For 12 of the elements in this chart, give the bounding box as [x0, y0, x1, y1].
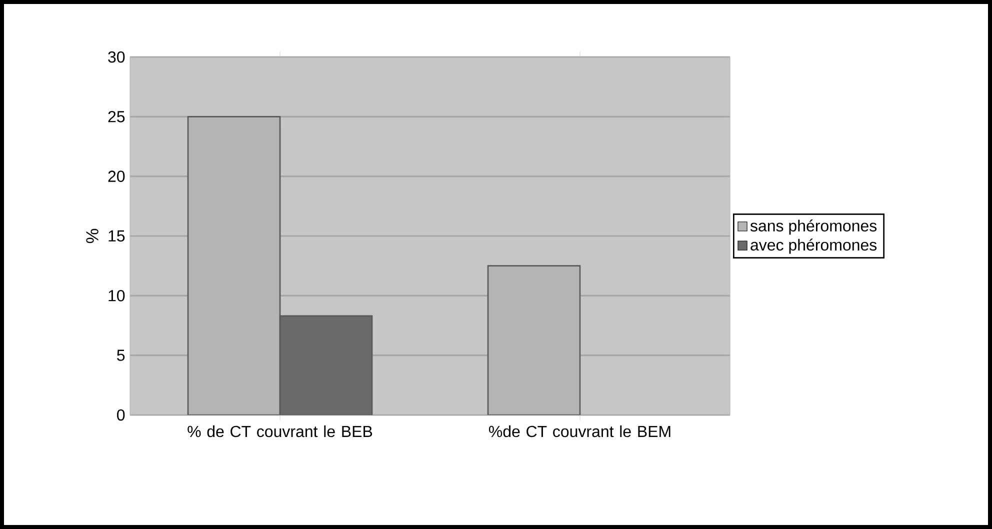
y-tick-label: 25: [108, 111, 125, 122]
y-tick-label: 10: [108, 290, 125, 302]
y-tick-label: 15: [108, 230, 125, 242]
x-tick-label: % de CT couvrant le BEB: [188, 425, 372, 438]
legend-label: avec phéromones: [750, 238, 877, 254]
y-tick-label: 20: [108, 170, 125, 182]
y-axis-title: %: [86, 228, 98, 244]
y-tick-label: 0: [117, 409, 125, 421]
y-tick-label: 30: [108, 51, 125, 63]
legend-label: sans phéromones: [750, 220, 877, 235]
x-tick-label: %de CT couvrant le BEM: [488, 425, 670, 438]
y-tick-label: 5: [117, 350, 125, 361]
